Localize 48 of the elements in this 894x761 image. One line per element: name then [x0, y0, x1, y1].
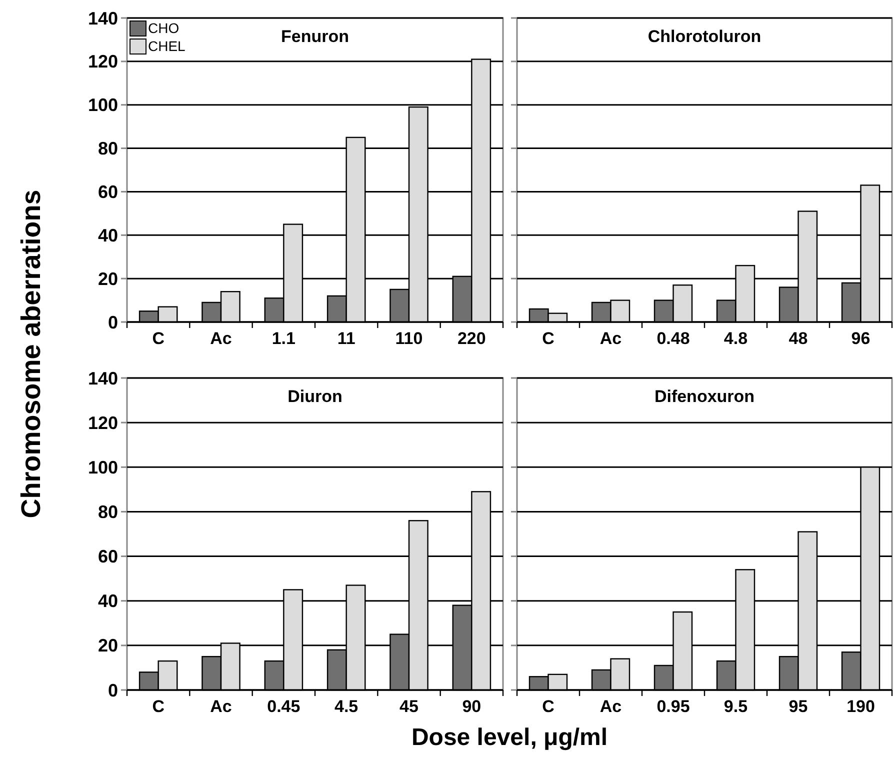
text: Difenoxuron	[654, 387, 755, 406]
legend-label: CHO	[148, 20, 180, 36]
x-tick-label: 11	[337, 329, 356, 348]
y-tick-label: 60	[98, 546, 118, 567]
x-tick-label: 48	[788, 329, 808, 348]
y-tick-label: 140	[88, 368, 118, 388]
y-tick-label: 100	[88, 95, 118, 116]
y-tick-label: 20	[98, 268, 118, 289]
x-tick-label: Ac	[210, 697, 232, 716]
x-tick-label: 0.95	[656, 697, 690, 716]
text: Diuron	[288, 387, 342, 406]
y-axis-title: Chromosome aberrations	[16, 190, 46, 518]
y-tick-label: 100	[88, 457, 118, 478]
y-tick-label: 0	[108, 680, 118, 700]
y-tick-label: 120	[88, 412, 118, 433]
x-axis-title: Dose level, μg/ml	[411, 724, 608, 751]
x-tick-label: Ac	[600, 329, 622, 348]
y-tick-label: 80	[98, 502, 118, 522]
x-tick-label: Ac	[600, 697, 622, 716]
y-tick-label: 40	[98, 591, 118, 612]
y-tick-label: 60	[98, 182, 118, 202]
text: Fenuron	[281, 27, 349, 46]
x-tick-label: C	[542, 697, 554, 716]
x-tick-label: Ac	[210, 329, 232, 348]
x-tick-label: 190	[846, 697, 875, 716]
y-tick-label: 80	[98, 138, 118, 159]
x-tick-label: 0.48	[656, 329, 690, 348]
y-tick-label: 140	[88, 8, 118, 28]
x-tick-label: 4.8	[724, 329, 748, 348]
legend-label: CHEL	[148, 38, 186, 54]
x-tick-label: 95	[788, 697, 808, 716]
x-tick-label: 4.5	[334, 697, 358, 716]
x-tick-label: 110	[395, 329, 423, 348]
y-tick-label: 40	[98, 225, 118, 246]
x-tick-label: 45	[400, 697, 418, 716]
x-tick-label: C	[152, 329, 164, 348]
x-tick-label: 90	[462, 697, 482, 716]
text: Chlorotoluron	[648, 27, 762, 46]
y-tick-label: 0	[108, 312, 118, 332]
x-tick-label: 220	[457, 329, 486, 348]
x-tick-label: C	[152, 697, 164, 716]
x-tick-label: 9.5	[724, 697, 748, 716]
y-tick-label: 20	[98, 636, 118, 656]
y-tick-label: 120	[88, 52, 118, 72]
x-tick-label: 96	[851, 329, 870, 348]
x-tick-label: C	[542, 329, 554, 348]
x-tick-label: 1.1	[272, 329, 296, 348]
x-tick-label: 0.45	[267, 697, 300, 716]
